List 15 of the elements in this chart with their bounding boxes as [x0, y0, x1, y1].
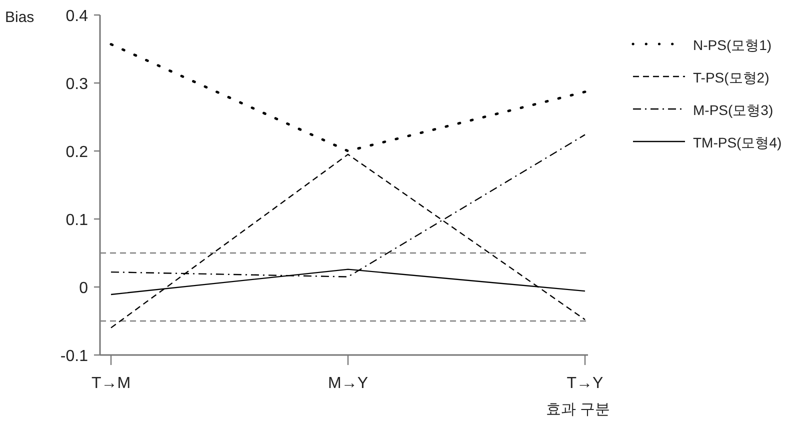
y-tick-label: 0.4 [66, 8, 88, 25]
y-tick-label: 0.3 [66, 76, 88, 93]
x-axis-title: 효과 구분 [546, 401, 610, 418]
x-tick-label: M→Y [328, 375, 368, 392]
y-tick-label: 0.2 [66, 144, 88, 161]
legend-label: T-PS(모형2) [693, 70, 770, 86]
y-tick-label: -0.1 [60, 348, 88, 365]
y-axis-title: Bias [5, 9, 34, 26]
y-tick-label: 0 [79, 280, 88, 297]
legend-label: N-PS(모형1) [693, 37, 772, 53]
x-tick-label: T→M [91, 375, 131, 392]
legend-label: M-PS(모형3) [693, 102, 774, 118]
y-tick-label: 0.1 [66, 212, 88, 229]
x-tick-label: T→Y [566, 375, 604, 392]
legend-label: TM-PS(모형4) [693, 134, 782, 150]
